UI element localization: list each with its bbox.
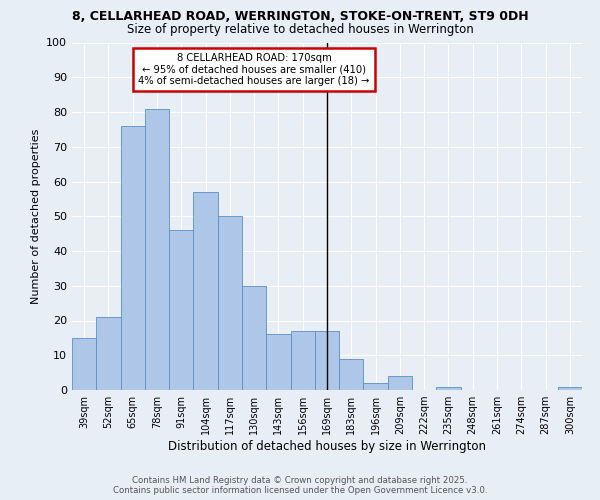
Bar bbox=[169, 230, 193, 390]
Text: 8 CELLARHEAD ROAD: 170sqm
← 95% of detached houses are smaller (410)
4% of semi-: 8 CELLARHEAD ROAD: 170sqm ← 95% of detac… bbox=[139, 53, 370, 86]
Bar bbox=[266, 334, 290, 390]
Bar bbox=[388, 376, 412, 390]
Bar bbox=[218, 216, 242, 390]
Bar bbox=[96, 317, 121, 390]
Bar bbox=[242, 286, 266, 390]
Bar bbox=[364, 383, 388, 390]
Y-axis label: Number of detached properties: Number of detached properties bbox=[31, 128, 41, 304]
Text: 8, CELLARHEAD ROAD, WERRINGTON, STOKE-ON-TRENT, ST9 0DH: 8, CELLARHEAD ROAD, WERRINGTON, STOKE-ON… bbox=[71, 10, 529, 23]
Bar bbox=[315, 331, 339, 390]
Bar bbox=[290, 331, 315, 390]
Bar bbox=[193, 192, 218, 390]
Bar bbox=[436, 386, 461, 390]
X-axis label: Distribution of detached houses by size in Werrington: Distribution of detached houses by size … bbox=[168, 440, 486, 453]
Bar bbox=[558, 386, 582, 390]
Bar bbox=[72, 338, 96, 390]
Bar bbox=[145, 108, 169, 390]
Bar bbox=[121, 126, 145, 390]
Text: Contains HM Land Registry data © Crown copyright and database right 2025.
Contai: Contains HM Land Registry data © Crown c… bbox=[113, 476, 487, 495]
Text: Size of property relative to detached houses in Werrington: Size of property relative to detached ho… bbox=[127, 22, 473, 36]
Bar bbox=[339, 358, 364, 390]
